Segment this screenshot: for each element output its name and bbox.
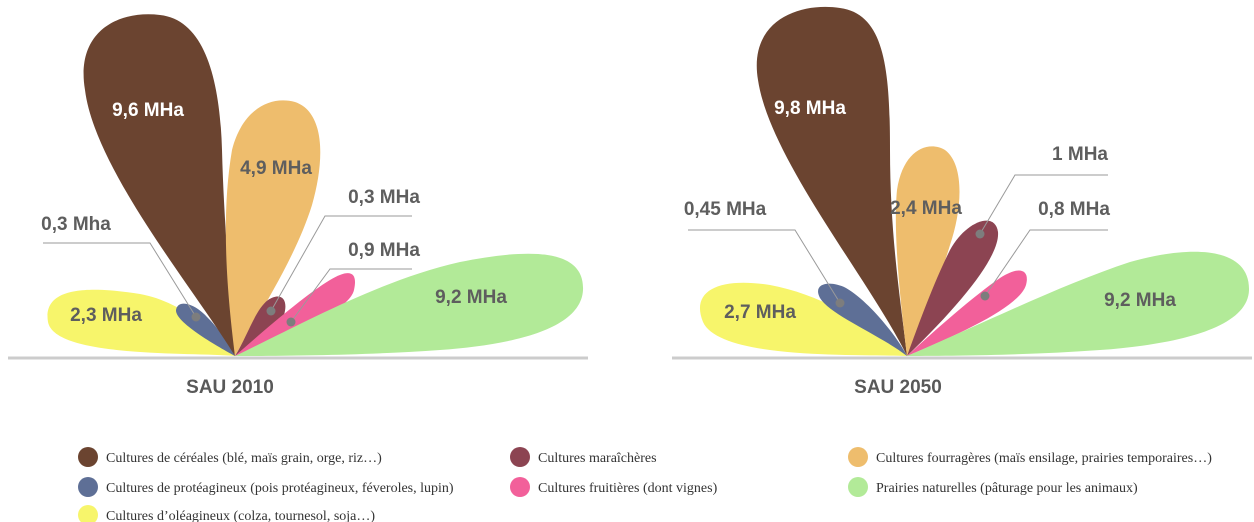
- chart-title: SAU 2010: [186, 377, 274, 398]
- petal-fourrageres: [225, 100, 321, 356]
- legend-item-maraicheres: Cultures maraîchères: [510, 447, 657, 467]
- value-label-prairies: 9,2 MHa: [435, 287, 507, 308]
- legend-label-prairies: Prairies naturelles (pâturage pour les a…: [876, 481, 1138, 496]
- petal-oleagineux: [47, 289, 235, 356]
- value-label-fourrageres: 4,9 MHa: [240, 158, 312, 179]
- sau-2010-panel: 2,3 MHa 0,3 Mha 9,6 MHa 4,9 MHa 0,3 MHa 0,9 M…: [8, 14, 588, 398]
- callout-dot-maraicheres: [975, 229, 985, 239]
- legend: Cultures de céréales (blé, maïs grain, o…: [78, 447, 1212, 522]
- value-label-proteagineux: 0,3 Mha: [41, 214, 111, 235]
- petal-maraicheres: [907, 220, 999, 356]
- legend-item-fourrageres: Cultures fourragères (maïs ensilage, pra…: [848, 447, 1212, 467]
- legend-label-cereales: Cultures de céréales (blé, maïs grain, o…: [106, 451, 382, 466]
- legend-item-cereales: Cultures de céréales (blé, maïs grain, o…: [78, 447, 382, 467]
- legend-item-prairies: Prairies naturelles (pâturage pour les a…: [848, 477, 1138, 497]
- callout-line-maraicheres: [270, 215, 412, 312]
- callout-line-proteagineux: [43, 242, 197, 318]
- legend-item-fruitieres: Cultures fruitières (dont vignes): [510, 477, 718, 497]
- value-label-prairies: 9,2 MHa: [1104, 290, 1176, 311]
- petal-cereales: [83, 14, 235, 357]
- callout-line-fruitieres: [290, 268, 412, 323]
- value-label-cereales: 9,8 MHa: [774, 98, 846, 119]
- legend-label-maraicheres: Cultures maraîchères: [538, 451, 657, 466]
- value-label-proteagineux: 0,45 MHa: [684, 199, 767, 220]
- petal-proteagineux: [175, 303, 235, 356]
- legend-swatch-proteagineux: [78, 477, 98, 497]
- value-label-fruitieres: 0,8 MHa: [1038, 199, 1110, 220]
- legend-item-oleagineux: Cultures d’oléagineux (colza, tournesol,…: [78, 505, 375, 522]
- petal-fruitieres: [907, 270, 1027, 356]
- sau-2050-panel: 2,7 MHa 0,45 MHa 9,8 MHa 2,4 MHa 1 MHa 0,8 MH…: [672, 6, 1252, 398]
- chart-title: SAU 2050: [854, 377, 942, 398]
- callout-dot-fruitieres: [980, 291, 990, 301]
- callout-line-proteagineux: [688, 229, 841, 304]
- legend-label-fourrageres: Cultures fourragères (maïs ensilage, pra…: [876, 451, 1212, 466]
- petal-cereales: [756, 6, 907, 356]
- legend-swatch-maraicheres: [510, 447, 530, 467]
- callout-line-maraicheres: [979, 174, 1108, 235]
- petal-prairies: [235, 253, 584, 356]
- value-label-fruitieres: 0,9 MHa: [348, 240, 420, 261]
- callout-line-fruitieres: [984, 229, 1108, 297]
- callout-dot-fruitieres: [286, 317, 296, 327]
- value-label-oleagineux: 2,7 MHa: [724, 302, 796, 323]
- value-label-oleagineux: 2,3 MHa: [70, 305, 142, 326]
- value-label-maraicheres: 0,3 MHa: [348, 187, 420, 208]
- petal-fruitieres: [235, 273, 355, 356]
- callout-dot-proteagineux: [191, 312, 201, 322]
- petal-fourrageres: [895, 146, 960, 356]
- legend-swatch-fourrageres: [848, 447, 868, 467]
- legend-swatch-cereales: [78, 447, 98, 467]
- callout-dot-maraicheres: [266, 306, 276, 316]
- legend-label-proteagineux: Cultures de protéagineux (pois protéagin…: [106, 481, 454, 496]
- legend-swatch-prairies: [848, 477, 868, 497]
- legend-label-fruitieres: Cultures fruitières (dont vignes): [538, 481, 718, 496]
- callout-dot-proteagineux: [835, 298, 845, 308]
- legend-item-proteagineux: Cultures de protéagineux (pois protéagin…: [78, 477, 454, 497]
- value-label-fourrageres: 2,4 MHa: [890, 198, 962, 219]
- legend-label-oleagineux: Cultures d’oléagineux (colza, tournesol,…: [106, 509, 375, 522]
- value-label-maraicheres: 1 MHa: [1052, 144, 1108, 165]
- value-label-cereales: 9,6 MHa: [112, 100, 184, 121]
- petal-prairies: [907, 251, 1250, 356]
- petal-oleagineux: [699, 282, 907, 356]
- legend-swatch-fruitieres: [510, 477, 530, 497]
- legend-swatch-oleagineux: [78, 505, 98, 522]
